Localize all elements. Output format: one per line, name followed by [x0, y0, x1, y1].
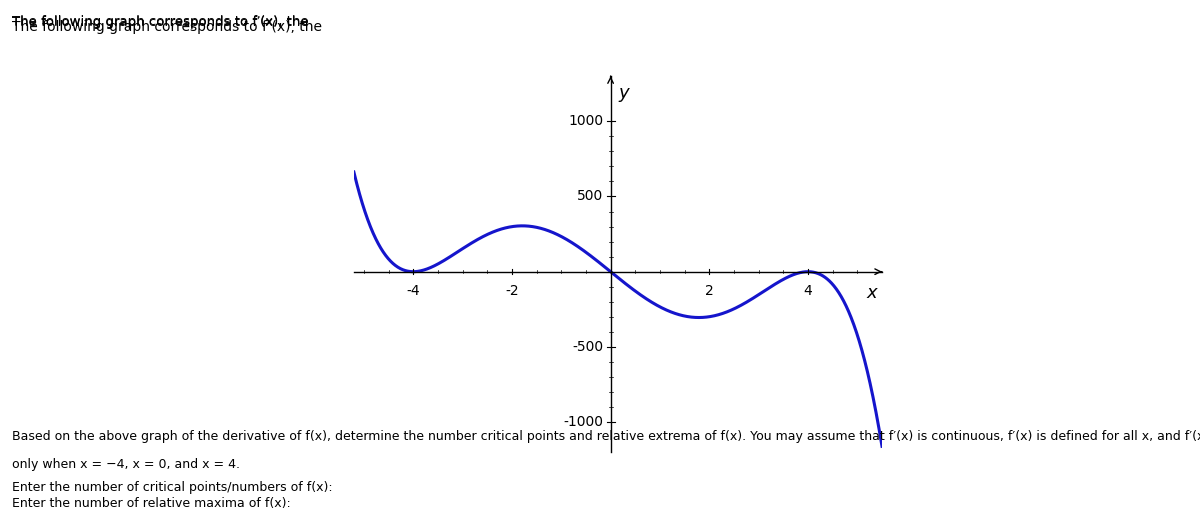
Text: y: y [618, 84, 629, 102]
Text: -500: -500 [572, 340, 604, 354]
Text: The following graph corresponds to f’(x), the: The following graph corresponds to f’(x)… [12, 20, 326, 35]
Text: only when x = −4, x = 0, and x = 4.: only when x = −4, x = 0, and x = 4. [12, 458, 240, 471]
Text: -2: -2 [505, 283, 518, 298]
Text: Enter the number of relative maxima of f(x):: Enter the number of relative maxima of f… [12, 497, 290, 508]
Text: 1000: 1000 [568, 114, 604, 129]
Text: x: x [866, 283, 877, 302]
Text: 500: 500 [577, 189, 604, 204]
Text: -4: -4 [407, 283, 420, 298]
Text: Based on the above graph of the derivative of f(x), determine the number critica: Based on the above graph of the derivati… [12, 430, 1200, 443]
Text: 2: 2 [704, 283, 714, 298]
Text: The following graph corresponds to f′(x), the: The following graph corresponds to f′(x)… [12, 15, 313, 28]
Text: The following graph corresponds to f′(x), the: The following graph corresponds to f′(x)… [12, 16, 313, 29]
Text: Enter the number of critical points/numbers of f(x):: Enter the number of critical points/numb… [12, 481, 332, 494]
Text: -1000: -1000 [563, 415, 604, 429]
Text: 4: 4 [804, 283, 812, 298]
